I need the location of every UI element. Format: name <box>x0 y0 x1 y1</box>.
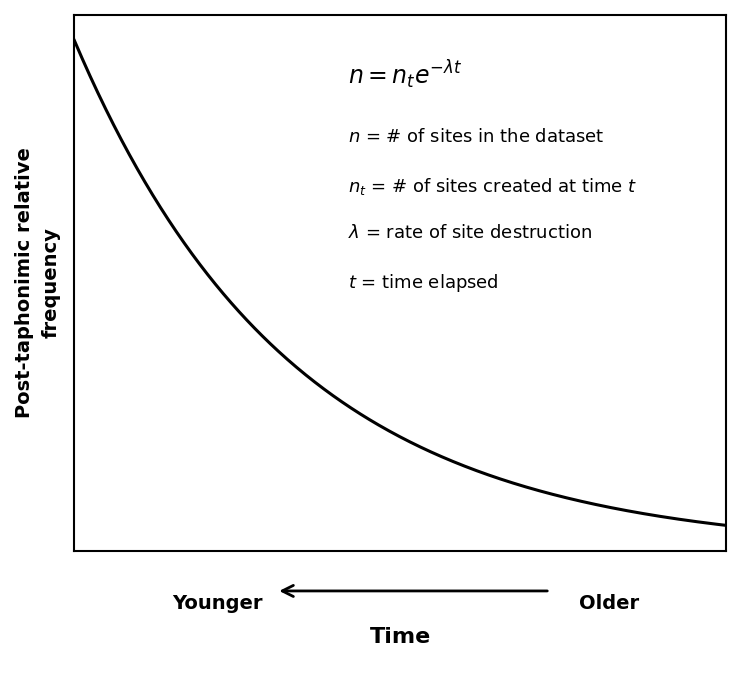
Text: $n = n_t e^{-\lambda t}$: $n = n_t e^{-\lambda t}$ <box>348 58 462 91</box>
X-axis label: Time: Time <box>370 627 431 647</box>
Text: $\lambda$ = rate of site destruction: $\lambda$ = rate of site destruction <box>348 224 592 242</box>
Text: Younger: Younger <box>173 594 263 613</box>
Text: $n_t$ = # of sites created at time $t$: $n_t$ = # of sites created at time $t$ <box>348 176 637 197</box>
Text: $n$ = # of sites in the dataset: $n$ = # of sites in the dataset <box>348 128 605 146</box>
Text: Older: Older <box>579 594 639 613</box>
Text: $t$ = time elapsed: $t$ = time elapsed <box>348 272 499 294</box>
Y-axis label: Post-taphonimic relative
frequency: Post-taphonimic relative frequency <box>15 148 61 418</box>
